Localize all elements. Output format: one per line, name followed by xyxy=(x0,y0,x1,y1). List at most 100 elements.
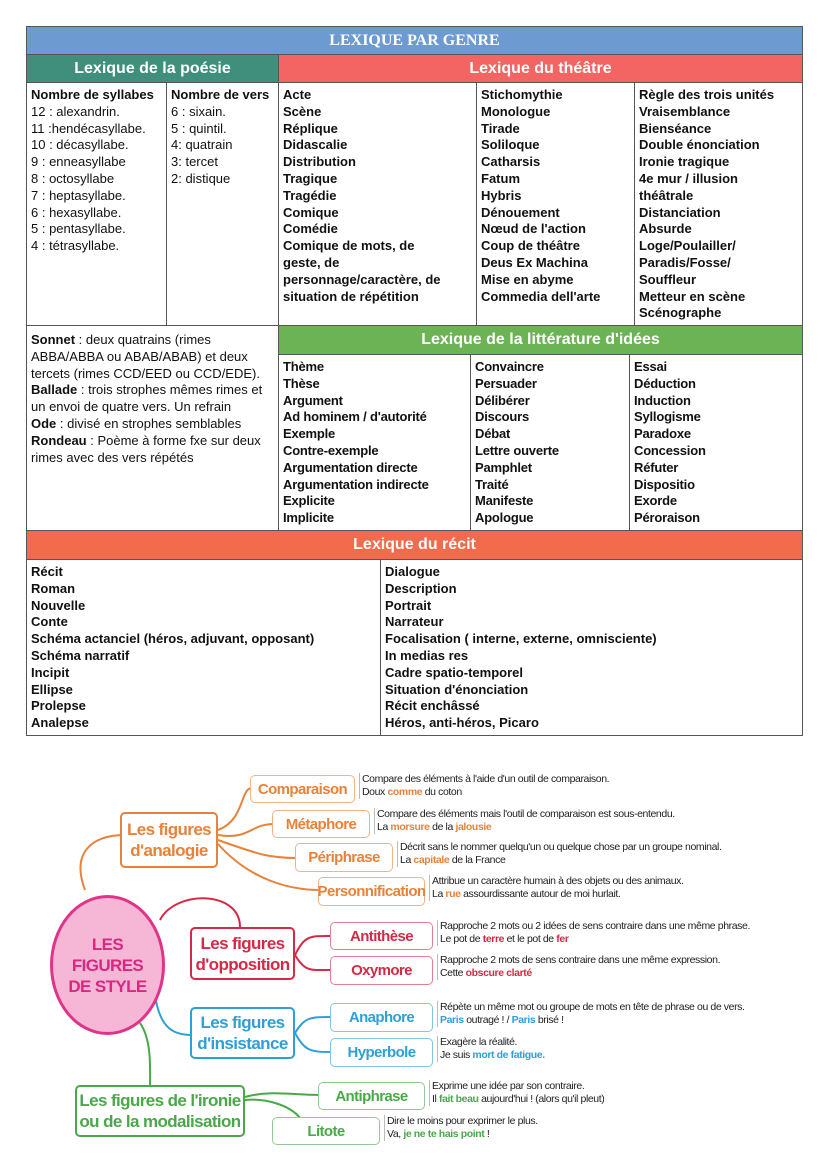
theatre-term: Commedia dell'arte xyxy=(481,288,601,304)
figure-node: Oxymore xyxy=(330,956,433,985)
branch-label: Les figures d'opposition xyxy=(195,933,290,974)
figure-description: Compare des éléments à l'aide d'un outil… xyxy=(359,773,610,799)
recit-header: Lexique du récit xyxy=(26,530,803,560)
idees-term: Lettre ouverte xyxy=(475,442,559,458)
figure-example: Cette obscure clarté xyxy=(440,967,720,980)
idees-term: Traité xyxy=(475,476,509,492)
theatre-term: Deus Ex Machina xyxy=(481,254,588,270)
example-text: Le pot de xyxy=(440,933,483,945)
mindmap-connectors xyxy=(79,787,333,1119)
branch-node: Les figures d'opposition xyxy=(190,927,295,980)
figure-description: Rapproche 2 mots de sens contraire dans … xyxy=(437,954,720,980)
vers-item: 6 : sixain. xyxy=(171,103,226,119)
example-text: outragé ! / xyxy=(463,1014,512,1026)
poetic-form: Ballade : trois strophes mêmes rimes et … xyxy=(31,382,274,416)
theatre-term: Scène xyxy=(283,103,322,119)
vers-cell: Nombre de vers 6 : sixain. 5 : quintil. 4:… xyxy=(166,82,279,326)
poetic-form: Ode : divisé en strophes semblables xyxy=(31,416,274,433)
form-definition: : trois strophes mêmes rimes et un envoi… xyxy=(31,382,263,415)
theatre-term: Comique de mots, de xyxy=(283,238,415,254)
form-name: Sonnet xyxy=(31,332,76,347)
theatre-term: Stichomythie xyxy=(481,87,563,102)
example-highlight: fait beau xyxy=(438,1093,479,1105)
branch-node: Les figures de l'ironie ou de la modalis… xyxy=(75,1085,245,1137)
recit-term: Cadre spatio-temporel xyxy=(385,664,523,680)
example-highlight: mort de fatigue. xyxy=(472,1049,545,1061)
example-text: assourdissante autour de moi hurlait. xyxy=(460,888,621,900)
example-text: La xyxy=(400,854,414,866)
figure-definition: Répète un même mot ou groupe de mots en … xyxy=(440,1001,745,1013)
theatre-term: Mise en abyme xyxy=(481,271,574,287)
theatre-term: Comédie xyxy=(283,221,338,237)
recit-term: Description xyxy=(385,580,457,596)
theatre-term: Comique xyxy=(283,204,339,220)
example-text: de la xyxy=(429,821,456,833)
recit-term: In medias res xyxy=(385,647,469,663)
recit-term: Schéma narratif xyxy=(31,647,130,663)
idees-term: Argumentation directe xyxy=(283,459,418,475)
example-text: Doux xyxy=(362,786,388,798)
poetic-forms-cell: Sonnet : deux quatrains (rimes ABBA/ABBA… xyxy=(26,325,279,531)
example-text: ! xyxy=(484,1128,490,1140)
theatre-term: Tirade xyxy=(481,120,520,136)
example-highlight: morsure xyxy=(390,821,430,833)
idees-col-1: Thème Thèse Argument Ad hominem / d'autorit… xyxy=(278,354,471,531)
example-highlight: jalousie xyxy=(455,821,492,833)
idees-term: Argument xyxy=(283,392,343,408)
branch-node: Les figures d'analogie xyxy=(120,812,218,868)
example-text: Cette xyxy=(440,967,466,979)
example-text: de la France xyxy=(449,854,506,866)
form-name: Rondeau xyxy=(31,432,87,448)
example-text: La xyxy=(432,888,446,900)
example-text: du coton xyxy=(422,786,462,798)
example-text: et le pot de xyxy=(504,933,557,945)
idees-term: Dispositio xyxy=(634,476,695,492)
example-highlight: Paris xyxy=(440,1014,464,1026)
theatre-term: Catharsis xyxy=(481,154,541,170)
theatre-term: théâtrale xyxy=(639,187,694,203)
branch-label: Les figures d'insistance xyxy=(197,1013,288,1053)
theatre-term: Distribution xyxy=(283,154,356,170)
theatre-col-2: Stichomythie Monologue Tirade Soliloque Cath… xyxy=(476,82,635,326)
idees-term: Exemple xyxy=(283,426,336,442)
recit-term: Incipit xyxy=(31,664,70,680)
figure-node: Litote xyxy=(272,1117,380,1145)
example-highlight: capitale xyxy=(413,854,450,866)
branch-node: Les figures d'insistance xyxy=(190,1007,295,1059)
figure-name: Litote xyxy=(307,1122,345,1140)
idees-term: Débat xyxy=(475,426,511,442)
figure-example: Doux comme du coton xyxy=(362,786,609,799)
syllabe-item: 9 : enneasyllabe xyxy=(31,154,126,170)
theatre-term: Vraisemblance xyxy=(639,103,731,119)
idees-term: Induction xyxy=(634,392,691,408)
main-title: LEXIQUE PAR GENRE xyxy=(26,26,803,55)
figure-example: Paris outragé ! / Paris brisé ! xyxy=(440,1014,745,1027)
theatre-term: Règle des trois unités xyxy=(639,87,775,102)
syllabe-item: 8 : octosyllabe xyxy=(31,170,115,186)
theatre-term: Acte xyxy=(283,87,312,102)
theatre-term: Didascalie xyxy=(283,137,348,153)
figure-description: Répète un même mot ou groupe de mots en … xyxy=(437,1001,745,1027)
recit-term: Nouvelle xyxy=(31,597,86,613)
figure-example: La rue assourdissante autour de moi hurl… xyxy=(432,888,684,901)
theatre-col-3: Règle des trois unités Vraisemblance Biens… xyxy=(634,82,803,326)
syllabe-item: 11 :hendécasyllabe. xyxy=(31,120,146,136)
theatre-term: 4e mur / illusion xyxy=(639,170,738,186)
vers-item: 5 : quintil. xyxy=(171,120,227,136)
theatre-term: Réplique xyxy=(283,120,338,136)
figure-definition: Exprime une idée par son contraire. xyxy=(432,1080,585,1092)
figure-description: Décrit sans le nommer quelqu'un ou quelq… xyxy=(397,841,722,867)
branch-label: Les figures de l'ironie ou de la modalis… xyxy=(79,1091,241,1131)
idees-header: Lexique de la littérature d'idées xyxy=(278,325,803,355)
recit-term: Héros, anti-héros, Picaro xyxy=(385,715,539,731)
idees-term: Thème xyxy=(283,359,324,374)
recit-term: Portrait xyxy=(385,597,432,613)
idees-term: Convaincre xyxy=(475,359,544,374)
figure-description: Attribue un caractère humain à des objet… xyxy=(429,875,684,901)
vers-item: 3: tercet xyxy=(171,154,218,170)
idees-term: Pamphlet xyxy=(475,459,532,475)
idees-term: Contre-exemple xyxy=(283,442,379,458)
center-node: LES FIGURES DE STYLE xyxy=(50,895,165,1035)
figure-definition: Attribue un caractère humain à des objet… xyxy=(432,875,684,887)
theatre-term: Coup de théâtre xyxy=(481,238,580,254)
